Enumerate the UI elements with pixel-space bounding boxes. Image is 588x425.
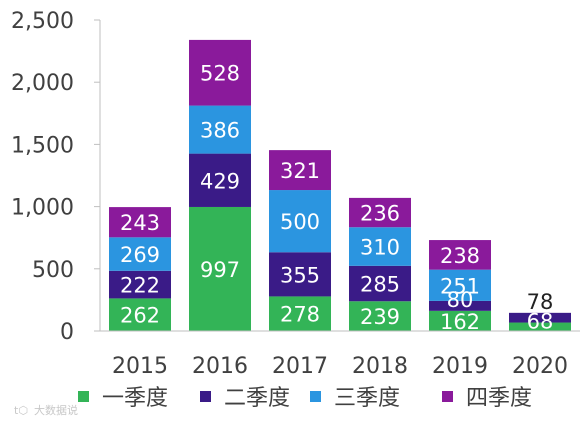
legend-swatch bbox=[442, 391, 453, 402]
data-label: 236 bbox=[360, 202, 400, 226]
data-label: 243 bbox=[120, 211, 160, 235]
watermark-logo: t⬡ bbox=[14, 404, 28, 417]
bars: 262 222 269 243 997 429 386 528 278 355 500 321 239 2… bbox=[109, 39, 571, 334]
bar-segment bbox=[189, 39, 251, 106]
y-tick-label: 1,500 bbox=[11, 133, 74, 158]
legend-label: 四季度 bbox=[466, 386, 532, 411]
legend-label: 二季度 bbox=[224, 386, 290, 411]
bar-segment bbox=[429, 310, 491, 331]
bar-segment bbox=[269, 150, 331, 191]
data-label: 500 bbox=[280, 210, 320, 234]
x-tick-label: 2019 bbox=[432, 354, 488, 379]
y-tick-label: 500 bbox=[32, 258, 74, 283]
bar-segment bbox=[429, 240, 491, 270]
data-label: 285 bbox=[360, 273, 400, 297]
data-label: 80 bbox=[447, 288, 474, 312]
data-label: 278 bbox=[280, 303, 320, 327]
data-label: 429 bbox=[200, 169, 240, 193]
bar-segment bbox=[349, 301, 411, 331]
legend-label: 三季度 bbox=[334, 386, 400, 411]
y-tick-label: 0 bbox=[60, 320, 74, 345]
data-label: 386 bbox=[200, 119, 240, 143]
bar-segment bbox=[509, 322, 571, 331]
bar-segment bbox=[269, 190, 331, 253]
legend-swatch bbox=[200, 391, 211, 402]
legend-swatch bbox=[78, 391, 89, 402]
data-label: 251 bbox=[440, 274, 480, 298]
data-label: 162 bbox=[440, 310, 480, 334]
data-label: 68 bbox=[527, 310, 554, 334]
bar-segment bbox=[349, 197, 411, 228]
bar-segment bbox=[109, 207, 171, 238]
data-label: 222 bbox=[120, 274, 160, 298]
bar-segment bbox=[189, 206, 251, 331]
legend: 一季度 二季度 三季度 四季度 bbox=[78, 386, 532, 411]
bar-segment bbox=[189, 105, 251, 154]
y-tick-label: 2,000 bbox=[11, 71, 74, 96]
x-tick-label: 2020 bbox=[512, 354, 568, 379]
bar-segment bbox=[109, 270, 171, 299]
y-tick-label: 1,000 bbox=[11, 196, 74, 221]
data-label: 310 bbox=[360, 236, 400, 260]
y-tick-label: 2,500 bbox=[11, 9, 74, 34]
bar-segment bbox=[109, 298, 171, 331]
watermark: t⬡ 大数据说 bbox=[14, 403, 78, 417]
bar-segment bbox=[189, 153, 251, 207]
bar-segment bbox=[429, 300, 491, 311]
x-axis: 2015 2016 2017 2018 2019 2020 bbox=[100, 330, 580, 379]
watermark-text: 大数据说 bbox=[34, 403, 78, 417]
legend-swatch bbox=[310, 391, 321, 402]
bar-segment bbox=[349, 265, 411, 302]
bar-segment bbox=[269, 296, 331, 331]
data-label: 262 bbox=[120, 304, 160, 328]
data-label: 269 bbox=[120, 243, 160, 267]
bar-segment bbox=[429, 269, 491, 301]
y-axis: 0 500 1,000 1,500 2,000 2,500 bbox=[11, 9, 101, 345]
x-tick-label: 2015 bbox=[112, 354, 168, 379]
x-tick-label: 2018 bbox=[352, 354, 408, 379]
data-label: 997 bbox=[200, 258, 240, 282]
x-tick-label: 2016 bbox=[192, 354, 248, 379]
data-label: 321 bbox=[280, 159, 320, 183]
data-label: 238 bbox=[440, 244, 480, 268]
bar-segment bbox=[349, 227, 411, 266]
bar-segment bbox=[509, 312, 571, 323]
data-label: 355 bbox=[280, 263, 320, 287]
bar-segment bbox=[109, 237, 171, 271]
data-label: 78 bbox=[527, 290, 554, 314]
x-tick-label: 2017 bbox=[272, 354, 328, 379]
data-label: 528 bbox=[200, 62, 240, 86]
bar-segment bbox=[269, 252, 331, 297]
legend-label: 一季度 bbox=[102, 386, 168, 411]
data-label: 239 bbox=[360, 305, 400, 329]
